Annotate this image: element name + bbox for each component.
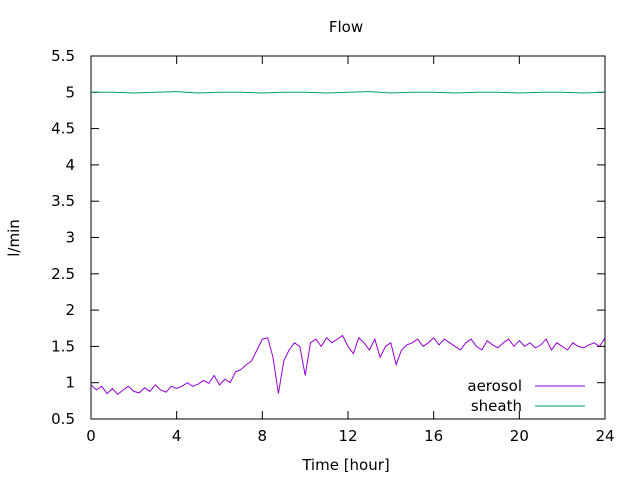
y-tick-label: 2 (65, 301, 75, 319)
x-tick-label: 0 (86, 427, 96, 445)
y-tick-label: 3.5 (51, 192, 75, 210)
x-tick-label: 8 (258, 427, 268, 445)
series-line-aerosol (90, 334, 606, 395)
chart-title: Flow (329, 18, 363, 36)
x-tick-label: 4 (172, 427, 182, 445)
x-axis-title: Time [hour] (301, 456, 390, 474)
plot-frame (90, 55, 606, 420)
series-layer (90, 91, 606, 395)
y-axis-title: l/min (5, 219, 23, 257)
y-tick-label: 5 (65, 83, 75, 101)
legend-label-aerosol: aerosol (467, 377, 522, 395)
legend: aerosol sheath (467, 377, 585, 415)
axis-ticks: 0 4 8 12 16 20 24 0.5 1 1.5 2 2.5 3 3.5 4 4.5 5 5.5 (51, 47, 614, 445)
x-tick-label: 12 (338, 427, 357, 445)
x-tick-label: 16 (424, 427, 443, 445)
y-tick-label: 1.5 (51, 337, 75, 355)
y-tick-label: 3 (65, 229, 75, 247)
y-tick-label: 0.5 (51, 410, 75, 428)
y-tick-label: 5.5 (51, 47, 75, 65)
y-tick-label: 4.5 (51, 120, 75, 138)
y-tick-label: 1 (65, 374, 75, 392)
x-tick-label: 24 (595, 427, 614, 445)
x-tick-label: 20 (510, 427, 529, 445)
y-tick-label: 2.5 (51, 265, 75, 283)
series-line-sheath (91, 91, 606, 94)
y-tick-label: 4 (65, 156, 75, 174)
legend-label-sheath: sheath (471, 397, 522, 415)
